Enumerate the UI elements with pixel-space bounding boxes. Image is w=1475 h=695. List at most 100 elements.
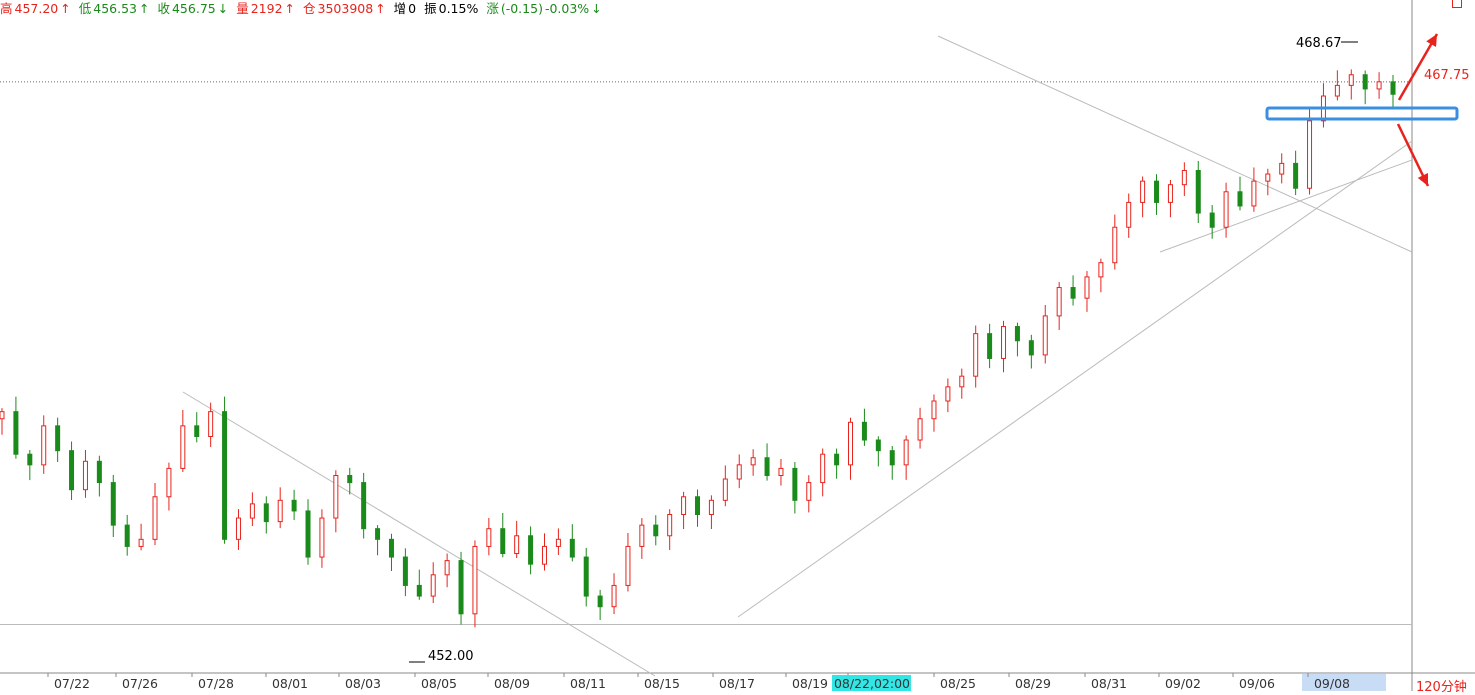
x-tick-label: 08/22,02:00	[834, 676, 910, 691]
candle	[514, 520, 520, 559]
candle-body	[27, 453, 33, 466]
candle-body	[1265, 173, 1271, 182]
candle-body	[1362, 74, 1368, 90]
candle	[736, 454, 742, 489]
trend-line	[737, 140, 1413, 618]
candle	[333, 470, 339, 533]
candle	[416, 569, 422, 600]
candle-body	[973, 333, 979, 377]
x-tick-label: 08/25	[940, 676, 976, 691]
candle-body	[180, 425, 186, 469]
candle-body	[764, 457, 770, 476]
candle	[27, 449, 33, 481]
candle-body	[361, 482, 367, 530]
candle-body	[152, 496, 158, 540]
candle-body	[889, 450, 895, 466]
candle-body	[1223, 191, 1229, 228]
candle-body	[291, 499, 297, 512]
candle	[778, 458, 784, 486]
candle-body	[848, 421, 854, 466]
x-tick-label: 07/28	[198, 676, 234, 691]
candle-body	[903, 439, 909, 466]
candle	[55, 417, 61, 462]
candle	[375, 525, 381, 556]
candle	[1251, 167, 1257, 212]
candle	[834, 448, 840, 479]
candle	[653, 515, 659, 546]
candle-body	[1376, 81, 1382, 90]
candle	[1265, 168, 1271, 196]
arrow-up-icon-shaft	[1397, 33, 1439, 101]
candle-body	[931, 400, 937, 420]
candle	[722, 465, 728, 507]
candle	[430, 562, 436, 604]
candle-body	[806, 482, 812, 501]
candle	[82, 449, 88, 498]
candle-body	[625, 545, 631, 586]
candle	[931, 394, 937, 432]
candle-body	[514, 535, 520, 555]
candle	[1001, 320, 1007, 373]
candle	[500, 512, 506, 558]
x-tick-label: 08/09	[494, 676, 530, 691]
candle-body	[1209, 212, 1215, 228]
corner-marker[interactable]	[1452, 0, 1462, 8]
candle-body	[583, 556, 589, 597]
candle	[792, 462, 798, 514]
x-tick-label: 09/06	[1239, 676, 1275, 691]
candle	[361, 472, 367, 539]
x-tick-label: 09/08	[1314, 676, 1350, 691]
arrow-up-icon-head	[1426, 34, 1437, 47]
candle-body	[194, 425, 200, 437]
change-value: 涨 (-0.15) -0.03% ↓	[486, 1, 602, 16]
candle	[1098, 258, 1104, 293]
candle	[263, 496, 269, 534]
candle-body	[750, 457, 756, 466]
candle-body	[917, 418, 923, 441]
candle-body	[41, 425, 47, 466]
candle	[1042, 304, 1048, 364]
x-tick-label: 08/19	[792, 676, 828, 691]
candle	[1181, 162, 1187, 196]
x-tick-label: 08/01	[272, 676, 308, 691]
candle	[1154, 174, 1160, 215]
candle-body	[708, 499, 714, 516]
candle-body	[333, 474, 339, 519]
candle-body	[820, 453, 826, 484]
candle	[1140, 176, 1146, 218]
quote-info-bar: 高 457.20 ↑ 低 456.53 ↑ 收 456.75 ↓ 量 2192 ↑ 仓 35039…	[0, 0, 606, 18]
candle	[806, 475, 812, 513]
candle	[208, 402, 214, 447]
candle-body	[1112, 226, 1118, 264]
trend-line	[182, 391, 656, 677]
candle	[235, 509, 241, 550]
candle	[194, 412, 200, 443]
x-tick-label: 08/03	[345, 676, 381, 691]
candle	[1293, 150, 1299, 196]
candle	[1167, 179, 1173, 218]
candle	[750, 449, 756, 476]
candle	[138, 523, 144, 551]
candle	[180, 409, 186, 473]
candle	[764, 443, 770, 481]
x-tick-label: 09/02	[1165, 676, 1201, 691]
candle	[444, 553, 450, 588]
candle	[848, 417, 854, 480]
candle	[945, 378, 951, 413]
candle	[1348, 69, 1354, 100]
candle-body	[319, 517, 325, 558]
trend-lines	[182, 35, 1413, 677]
close-value: 收 456.75 ↓	[157, 1, 229, 16]
candle	[1209, 205, 1215, 239]
candle-body	[347, 474, 353, 484]
candle	[583, 547, 589, 607]
candles	[0, 69, 1396, 628]
candle-body	[1293, 162, 1299, 189]
timeframe-label[interactable]: 120分钟	[1416, 680, 1467, 695]
candle-body	[375, 528, 381, 540]
candle-body	[124, 524, 130, 547]
open-interest-value: 仓 3503908 ↑	[303, 1, 386, 16]
candle-body	[945, 386, 951, 402]
